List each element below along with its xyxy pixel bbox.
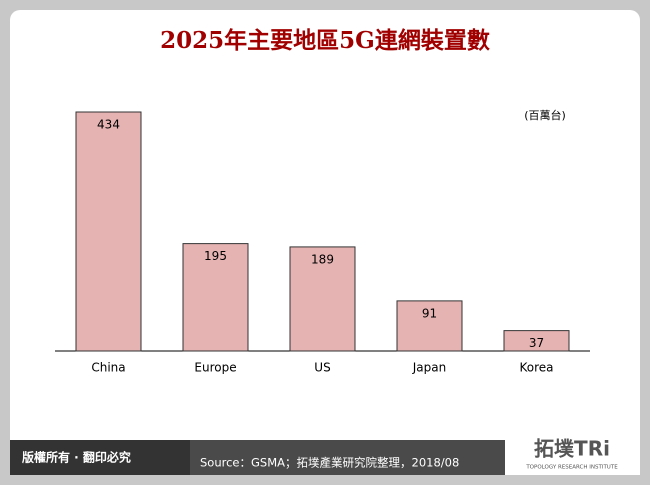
unit-label: (百萬台): [524, 108, 566, 122]
bar: [75, 111, 142, 352]
footer-left: [10, 440, 190, 475]
copyright: 版權所有 · 翻印必究: [22, 450, 131, 465]
data-label: 37: [529, 336, 544, 350]
x-tick-label: Europe: [194, 361, 236, 375]
x-tick-label: China: [91, 361, 125, 375]
bar: [182, 243, 249, 352]
data-label: 189: [311, 252, 334, 266]
x-tick-label: US: [314, 361, 330, 375]
data-label: 91: [422, 306, 437, 320]
panel: [10, 10, 640, 475]
bar: [396, 300, 463, 352]
data-label: 434: [97, 118, 120, 132]
data-label: 195: [204, 249, 227, 263]
logo-subtitle: TOPOLOGY RESEARCH INSTITUTE: [525, 465, 618, 471]
logo: 拓墣TRi: [534, 437, 610, 461]
chart-title: 2025年主要地區5G連網裝置數: [160, 27, 490, 54]
x-tick-label: Korea: [519, 361, 553, 375]
logo-box: [505, 434, 640, 475]
bar: [289, 246, 356, 352]
source: Source：GSMA；拓墣產業研究院整理，2018/08: [200, 456, 459, 470]
bar: [503, 330, 570, 352]
x-tick-label: Japan: [412, 361, 446, 375]
